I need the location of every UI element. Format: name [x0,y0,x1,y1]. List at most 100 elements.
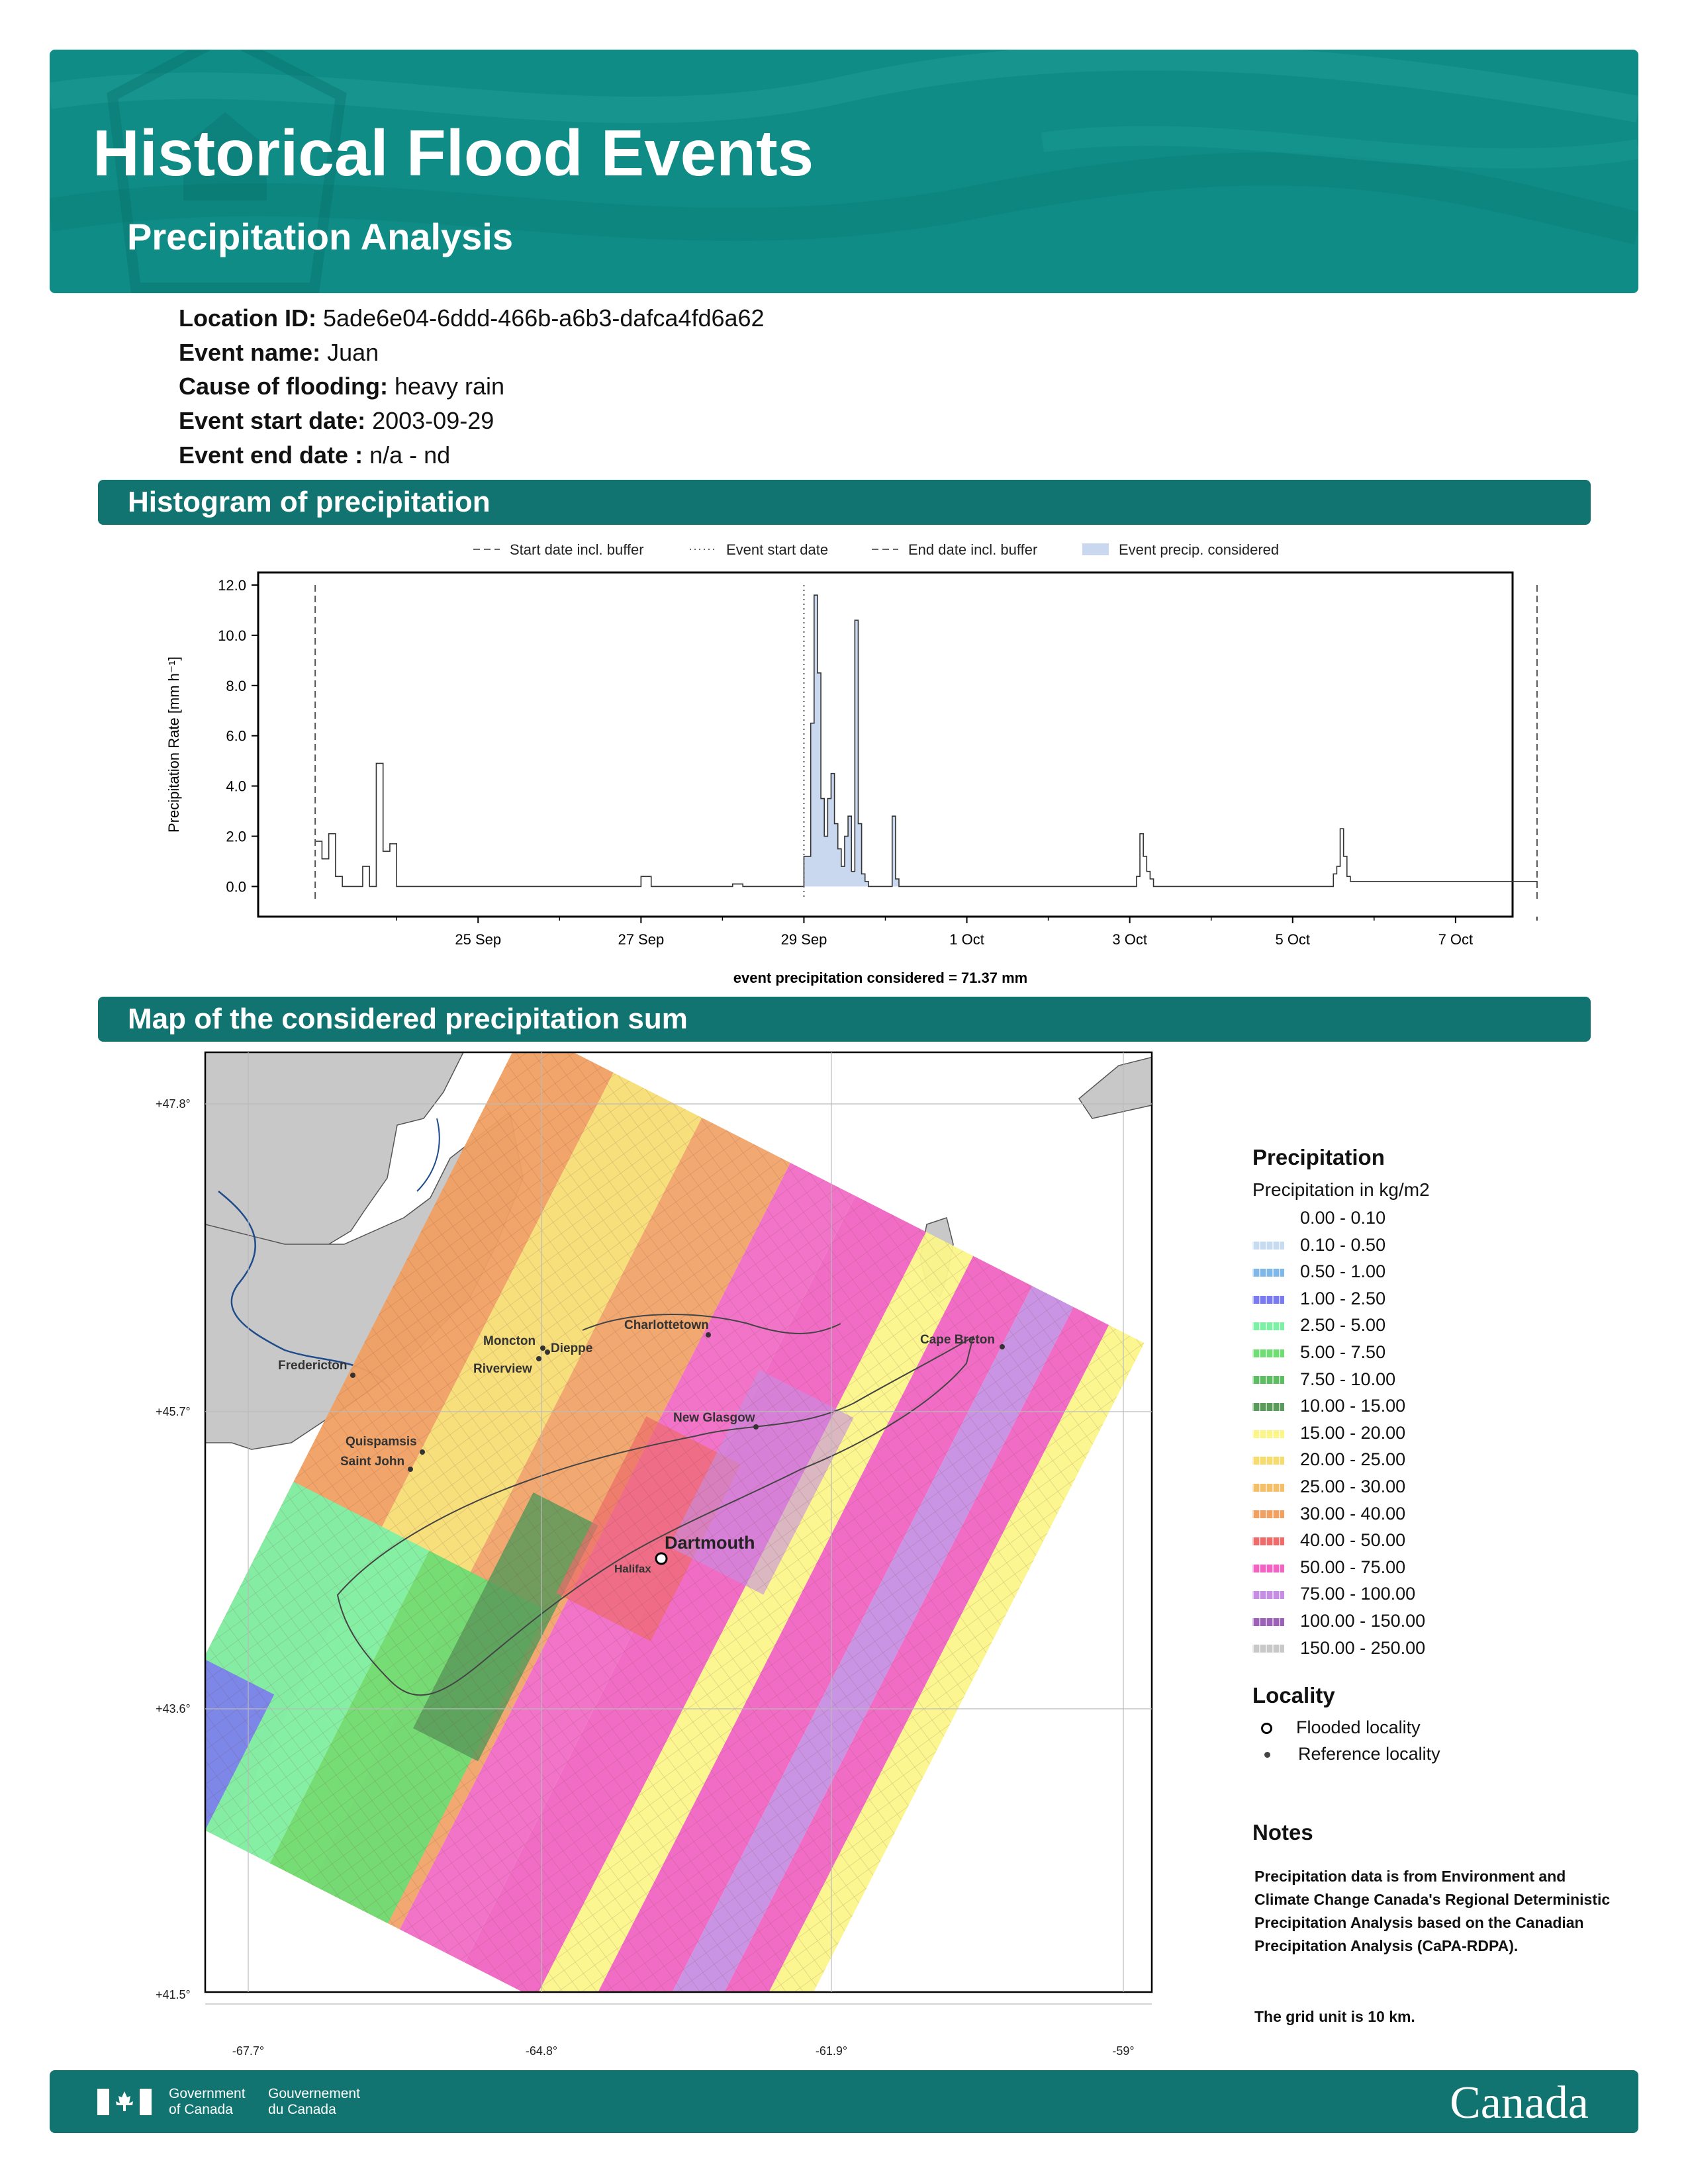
info-value: 2003-09-29 [372,407,494,434]
legend-flooded-label: Flooded locality [1296,1717,1421,1737]
wave-decoration [50,50,1638,293]
section-histogram-title: Histogram of precipitation [98,480,1591,525]
legend-class-label: 7.50 - 10.00 [1300,1369,1396,1389]
legend-class-label: 150.00 - 250.00 [1300,1637,1426,1658]
place-labels: Charlottetown Moncton Dieppe Riverview F… [278,1318,1005,1575]
info-event-name: Event name: Juan [179,339,379,367]
newfoundland-land [1078,1056,1152,1119]
lat-tick: +47.8° [156,1097,191,1111]
legend-swatch [1252,1322,1284,1331]
graticule [205,1052,1152,2005]
header-banner [50,50,1638,293]
map-frame [204,1051,1153,1993]
lon-tick: -64.8° [526,2044,557,2058]
place-quispamsis: Quispamsis [346,1435,417,1449]
pei-outline [582,1314,841,1334]
legend-class-label: 100.00 - 150.00 [1300,1611,1426,1631]
house-emblem-icon [107,50,347,293]
y-tick-label: 8.0 [226,678,246,694]
legend-swatch [1252,1349,1284,1357]
plot-area [314,584,1538,899]
legend-end-buffer: End date incl. buffer [908,541,1037,558]
legend-class-item: 0.00 - 0.10 [1252,1205,1385,1231]
legend-class-item: 20.00 - 25.00 [1252,1446,1405,1473]
x-tick-label: 27 Sep [618,931,664,948]
legend-class-label: 0.50 - 1.00 [1300,1261,1386,1282]
legend-class-label: 30.00 - 40.00 [1300,1503,1406,1524]
legend-swatch [1252,1403,1284,1412]
legend-class-item: 100.00 - 150.00 [1252,1608,1425,1634]
info-key: Event start date: [179,407,366,434]
legend-swatch [1252,1242,1284,1250]
x-tick-label: 1 Oct [949,931,984,948]
legend-precip-title: Precipitation [1252,1145,1385,1169]
notes-title: Notes [1252,1820,1313,1844]
precipitation-histogram: Start date incl. buffer Event start date… [165,541,1538,986]
legend-class-label: 5.00 - 7.50 [1300,1342,1386,1362]
legend-reference-label: Reference locality [1298,1744,1440,1764]
legend-locality-title: Locality [1252,1683,1335,1707]
lon-tick: -61.9° [816,2044,847,2058]
info-key: Location ID: [179,304,316,332]
legend-class-label: 15.00 - 20.00 [1300,1422,1406,1443]
lat-tick: +43.6° [156,1702,191,1715]
info-start-date: Event start date: 2003-09-29 [179,407,494,435]
legend-swatch [1252,1510,1284,1519]
legend-class-label: 2.50 - 5.00 [1300,1315,1386,1336]
info-location-id: Location ID: 5ade6e04-6ddd-466b-a6b3-daf… [179,304,765,332]
legend-class-item: 0.50 - 1.00 [1252,1258,1385,1285]
legend-flooded-locality: Flooded locality [1261,1714,1421,1741]
legend-class-label: 25.00 - 30.00 [1300,1477,1406,1496]
legend-class-item: 40.00 - 50.00 [1252,1527,1405,1553]
info-key: Cause of flooding: [179,373,388,400]
legend-class-item: 10.00 - 15.00 [1252,1392,1405,1419]
lon-labels: -67.7° -64.8° -61.9° -59° [232,2044,1135,2058]
legend-swatch [1252,1537,1284,1546]
legend-class-item: 1.00 - 2.50 [1252,1285,1385,1312]
page-subtitle: Precipitation Analysis [127,216,513,257]
y-tick-label: 2.0 [226,829,246,845]
precip-field [205,1052,1145,1992]
legend-swatch [1252,1591,1284,1600]
lon-tick: -67.7° [232,2044,264,2058]
legend-class-label: 50.00 - 75.00 [1300,1557,1406,1577]
canada-flag-icon [97,2089,152,2115]
legend-class-item: 150.00 - 250.00 [1252,1635,1425,1661]
place-riverview: Riverview [473,1362,532,1376]
legend-class-label: 0.10 - 0.50 [1300,1234,1386,1255]
y-tick-label: 0.0 [226,878,246,895]
legend-swatch [1252,1214,1284,1223]
precip-series-line [315,594,1538,887]
legend-precip-subtitle: Precipitation in kg/m2 [1252,1179,1430,1200]
x-tick-label: 29 Sep [781,931,827,948]
legend-swatch [1252,1617,1284,1626]
legend-swatch [1252,1645,1284,1653]
legend-class-label: 40.00 - 50.00 [1300,1530,1406,1551]
lat-tick: +45.7° [156,1405,191,1418]
x-tick-label: 25 Sep [455,931,501,948]
x-tick-label: 7 Oct [1438,931,1474,948]
info-end-date: Event end date : n/a - nd [179,441,450,469]
plot-frame [257,571,1514,918]
lat-labels: +47.8° +45.7° +43.6° +41.5° [156,1097,191,2001]
y-tick-label: 12.0 [218,577,246,594]
legend-class-item: 15.00 - 20.00 [1252,1420,1405,1446]
flooded-marker-icon [1261,1723,1272,1735]
legend-class-item: 50.00 - 75.00 [1252,1554,1405,1580]
info-value: 5ade6e04-6ddd-466b-a6b3-dafca4fd6a62 [323,304,765,332]
notes-text-grid: The grid unit is 10 km. [1254,2008,1415,2025]
footer: Government of Canada Gouvernement du Can… [50,2070,1638,2133]
lat-tick: +41.5° [156,1988,191,2001]
x-tick-label: 5 Oct [1275,931,1310,948]
info-value: n/a - nd [369,441,451,469]
info-key: Event end date : [179,441,363,469]
gov-en: Government of Canada [169,2086,246,2118]
legend-class-item: 30.00 - 40.00 [1252,1500,1405,1527]
legend-class-label: 1.00 - 2.50 [1300,1288,1386,1308]
place-halifax: Halifax [614,1563,651,1575]
y-tick-label: 10.0 [218,627,246,644]
legend-event-start: Event start date [726,541,828,558]
place-dieppe: Dieppe [551,1342,592,1355]
legend-class-item: 75.00 - 100.00 [1252,1580,1415,1607]
legend-class-item: 0.10 - 0.50 [1252,1232,1385,1258]
